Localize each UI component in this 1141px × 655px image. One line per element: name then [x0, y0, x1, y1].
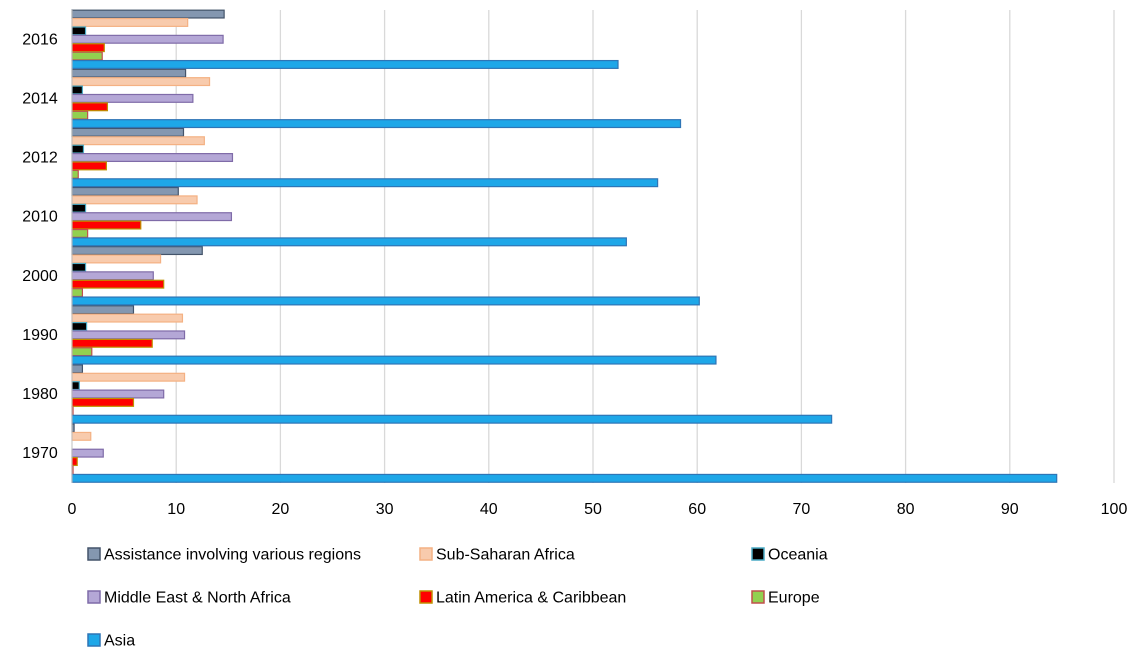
bar [71, 271, 154, 281]
bar [71, 220, 142, 230]
y-tick-label: 2014 [22, 90, 58, 107]
legend-swatch [87, 633, 101, 647]
x-tick-label: 0 [68, 501, 77, 518]
bar [71, 254, 162, 264]
legend-label: Assistance involving various regions [104, 547, 361, 564]
legend-item: Oceania [751, 547, 828, 564]
legend-label: Europe [768, 590, 820, 607]
bar [71, 313, 184, 323]
legend-item: Middle East & North Africa [87, 590, 291, 607]
bar [71, 305, 135, 315]
bar [71, 119, 682, 129]
bar [71, 195, 198, 205]
legend-label: Sub-Saharan Africa [436, 547, 575, 564]
x-tick-label: 30 [376, 501, 394, 518]
bar [71, 288, 84, 298]
bar [71, 414, 833, 424]
bar [71, 397, 135, 407]
legend-swatch [87, 547, 101, 561]
legend-swatch [419, 547, 433, 561]
bar [71, 186, 179, 196]
legend-item: Asia [87, 633, 135, 650]
bar [71, 136, 205, 146]
legend-item: Latin America & Caribbean [419, 590, 626, 607]
bar [71, 43, 105, 53]
bar [71, 372, 186, 382]
bar [71, 321, 88, 331]
bar [71, 144, 85, 154]
legend-item: Sub-Saharan Africa [419, 547, 575, 564]
bar [71, 85, 84, 95]
legend-label: Latin America & Caribbean [436, 590, 626, 607]
legend-item: Assistance involving various regions [87, 547, 361, 564]
bar [71, 262, 87, 272]
bar [71, 279, 165, 289]
bar [71, 237, 627, 247]
bar [71, 347, 93, 357]
y-tick-label: 1970 [22, 445, 58, 462]
y-tick-label: 2012 [22, 150, 58, 167]
bar [71, 17, 189, 27]
y-tick-label: 1990 [22, 327, 58, 344]
x-tick-label: 60 [688, 501, 706, 518]
legend-swatch [751, 590, 765, 604]
bar [71, 9, 225, 19]
bar [71, 51, 103, 61]
x-tick-label: 70 [793, 501, 811, 518]
bar [71, 364, 84, 374]
bar [71, 212, 233, 222]
legend-swatch [87, 590, 101, 604]
x-axis: 0 10 20 30 40 50 60 70 80 90 100 [68, 501, 1128, 518]
bar [71, 431, 92, 441]
legend-swatch [419, 590, 433, 604]
y-tick-label: 1980 [22, 386, 58, 403]
bar [71, 473, 1058, 483]
x-tick-label: 100 [1101, 501, 1128, 518]
bar [71, 34, 224, 44]
x-tick-label: 40 [480, 501, 498, 518]
bar [71, 296, 700, 306]
legend-label: Middle East & North Africa [104, 590, 291, 607]
bar [71, 68, 187, 78]
bar [71, 246, 203, 256]
y-axis: 1970 1980 1990 2000 2010 2012 2014 2016 [22, 10, 73, 483]
bar [71, 26, 87, 36]
bar [71, 338, 153, 348]
y-tick-label: 2000 [22, 268, 58, 285]
bar [71, 330, 186, 340]
x-tick-label: 50 [584, 501, 602, 518]
bar [71, 178, 659, 188]
y-tick-label: 2010 [22, 209, 58, 226]
bar [71, 355, 717, 365]
legend-label: Oceania [768, 547, 828, 564]
bar [71, 110, 89, 120]
bar [71, 203, 87, 213]
x-tick-label: 80 [897, 501, 915, 518]
legend-label: Asia [104, 633, 135, 650]
x-tick-label: 10 [167, 501, 185, 518]
bar [71, 93, 194, 103]
legend: Assistance involving various regions Sub-… [87, 547, 828, 650]
bar [71, 228, 89, 238]
bar [71, 457, 78, 467]
bar [71, 448, 104, 458]
x-tick-label: 20 [272, 501, 290, 518]
bar [71, 77, 211, 87]
bar [71, 389, 165, 399]
bar [71, 127, 185, 137]
legend-swatch [751, 547, 765, 561]
legend-item: Europe [751, 590, 820, 607]
bar [71, 59, 619, 69]
bar [71, 161, 107, 171]
bar [71, 102, 109, 112]
bar [71, 153, 234, 163]
gridlines [175, 10, 1115, 483]
bar [71, 169, 79, 179]
x-tick-label: 90 [1001, 501, 1019, 518]
bars [71, 9, 1058, 483]
bar [71, 381, 80, 391]
y-tick-label: 2016 [22, 31, 58, 48]
